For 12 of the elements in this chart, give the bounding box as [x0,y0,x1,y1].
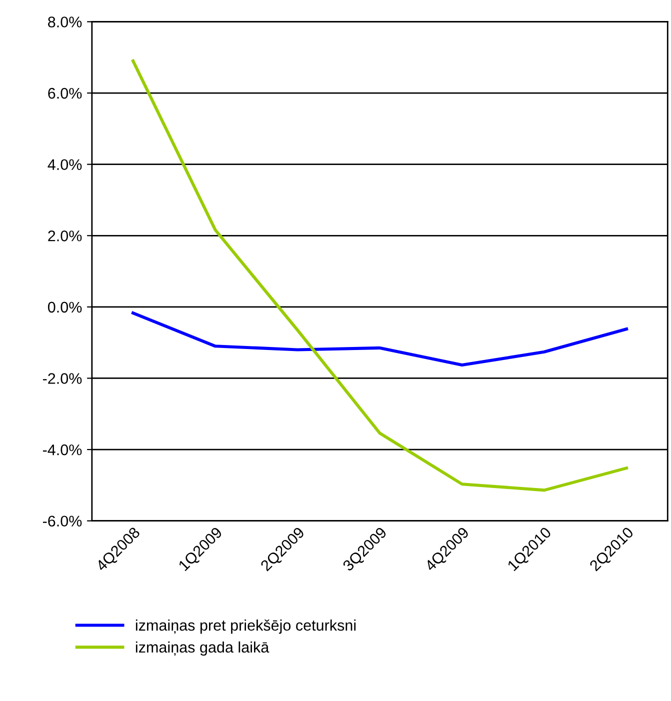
y-tick-label: -2.0% [42,373,82,384]
legend-label: izmaiņas pret priekšējo ceturksni [136,619,356,634]
y-tick-label: 0.0% [48,302,82,313]
line-series [132,311,628,367]
y-tick-label: 6.0% [48,88,82,99]
y-tick-label: -6.0% [42,516,82,527]
y-tick-label: 8.0% [48,16,82,28]
y-tick-label: 4.0% [48,159,82,170]
legend-label: izmaiņas gada laikā [136,641,270,656]
y-tick-label: -4.0% [42,444,82,456]
line-series [132,59,628,492]
y-tick-label: 2.0% [48,230,82,242]
